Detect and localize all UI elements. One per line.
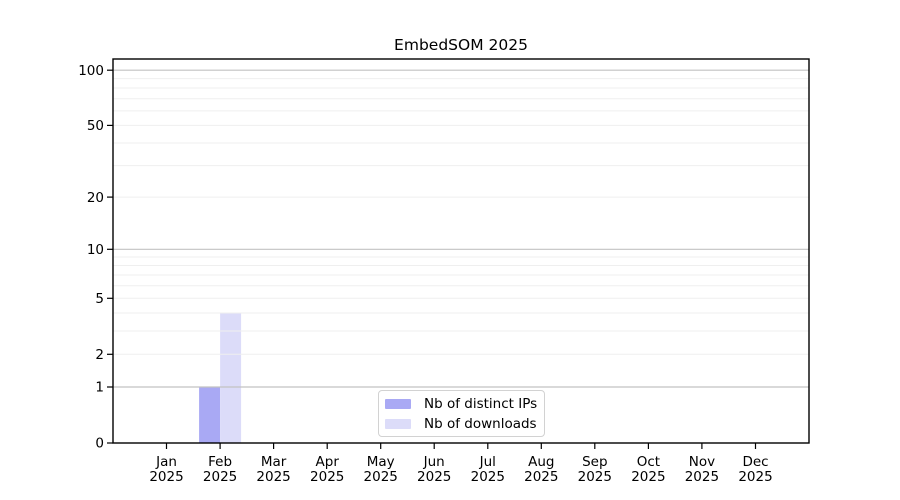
bar-distinct-ips-feb bbox=[199, 387, 221, 443]
chart-title: EmbedSOM 2025 bbox=[394, 36, 528, 54]
x-tick-label-year-jun: 2025 bbox=[417, 469, 451, 485]
bar-downloads-feb bbox=[220, 313, 242, 443]
x-tick-label-month-dec: Dec bbox=[742, 454, 768, 470]
x-tick-label-year-jan: 2025 bbox=[149, 469, 183, 485]
legend-swatch-downloads bbox=[385, 418, 411, 429]
x-tick-label-month-jul: Jul bbox=[479, 454, 496, 470]
x-tick-label-month-oct: Oct bbox=[637, 454, 660, 470]
x-tick-label-year-mar: 2025 bbox=[256, 469, 290, 485]
y-tick-label-20: 20 bbox=[87, 190, 104, 206]
x-tick-label-year-dec: 2025 bbox=[738, 469, 772, 485]
x-tick-label-year-apr: 2025 bbox=[310, 469, 344, 485]
y-tick-label-50: 50 bbox=[87, 118, 104, 134]
x-tick-label-month-sep: Sep bbox=[582, 454, 607, 470]
y-tick-label-0: 0 bbox=[95, 436, 104, 452]
legend-item-distinct-ips: Nb of distinct IPs bbox=[385, 394, 544, 414]
y-tick-label-5: 5 bbox=[95, 291, 104, 307]
x-tick-label-year-sep: 2025 bbox=[578, 469, 612, 485]
y-tick-label-1: 1 bbox=[95, 380, 104, 396]
y-tick-label-100: 100 bbox=[78, 63, 104, 79]
x-tick-label-month-apr: Apr bbox=[316, 454, 340, 470]
legend-item-downloads: Nb of downloads bbox=[385, 414, 544, 434]
x-tick-label-month-mar: Mar bbox=[261, 454, 287, 470]
x-tick-label-month-jan: Jan bbox=[155, 454, 177, 470]
legend: Nb of distinct IPs Nb of downloads bbox=[378, 390, 545, 437]
x-tick-label-month-may: May bbox=[367, 454, 395, 470]
x-tick-label-year-oct: 2025 bbox=[631, 469, 665, 485]
x-tick-label-year-jul: 2025 bbox=[471, 469, 505, 485]
x-tick-label-month-feb: Feb bbox=[208, 454, 232, 470]
legend-swatch-distinct-ips bbox=[385, 398, 411, 409]
x-tick-label-year-may: 2025 bbox=[364, 469, 398, 485]
y-tick-label-2: 2 bbox=[95, 347, 104, 363]
x-tick-label-month-aug: Aug bbox=[528, 454, 554, 470]
x-tick-label-month-jun: Jun bbox=[423, 454, 445, 470]
x-tick-label-year-feb: 2025 bbox=[203, 469, 237, 485]
legend-label-distinct-ips: Nb of distinct IPs bbox=[424, 395, 538, 412]
y-tick-label-10: 10 bbox=[87, 242, 104, 258]
x-tick-label-month-nov: Nov bbox=[689, 454, 715, 470]
x-tick-label-year-aug: 2025 bbox=[524, 469, 558, 485]
legend-label-downloads: Nb of downloads bbox=[424, 415, 537, 432]
x-tick-label-year-nov: 2025 bbox=[685, 469, 719, 485]
plot-frame bbox=[112, 58, 810, 444]
